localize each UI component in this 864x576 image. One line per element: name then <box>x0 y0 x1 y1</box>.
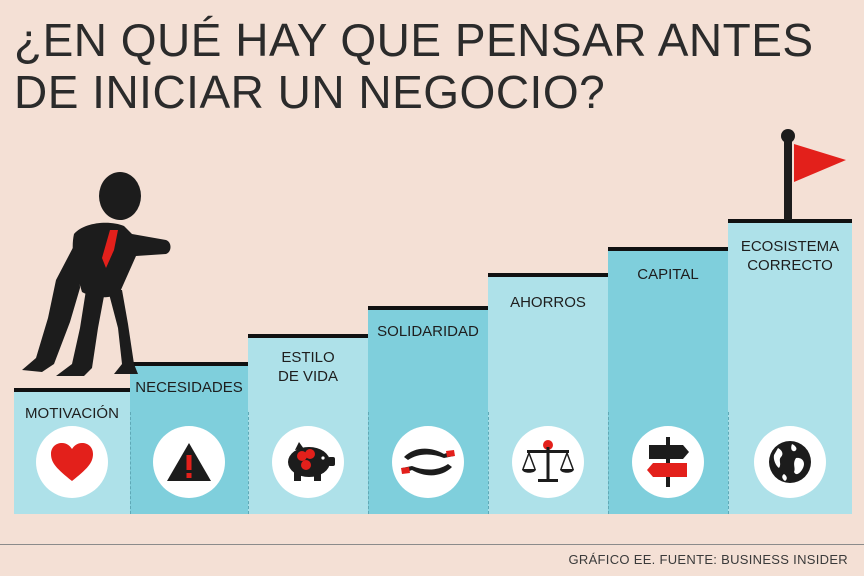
heart-icon <box>51 443 93 481</box>
scale-icon-circle <box>512 426 584 498</box>
step-label-ecosistema-correcto: ECOSISTEMA CORRECTO <box>740 238 840 274</box>
step-divider <box>368 412 369 514</box>
scale-icon <box>522 440 574 482</box>
step-label-motivacion: MOTIVACIÓN <box>25 405 119 422</box>
businessman-icon <box>22 172 171 376</box>
step-divider <box>248 412 249 514</box>
step-ecosistema-correcto: ECOSISTEMA CORRECTO <box>728 219 852 514</box>
piggy-bank-icon-circle <box>272 426 344 498</box>
step-label-ahorros: AHORROS <box>510 294 586 311</box>
step-label-necesidades: NECESIDADES <box>135 379 243 396</box>
signpost-icon <box>647 437 689 487</box>
step-label-estilo-de-vida: ESTILO DE VIDA <box>277 349 338 385</box>
step-divider <box>728 412 729 514</box>
globe-icon-circle <box>754 426 826 498</box>
step-divider <box>130 412 131 514</box>
globe-icon <box>769 441 811 483</box>
signpost-icon-circle <box>632 426 704 498</box>
warning-icon <box>167 443 211 481</box>
hands-icon-circle <box>392 426 464 498</box>
page-title: ¿EN QUÉ HAY QUE PENSAR ANTES DE INICIAR … <box>14 14 834 118</box>
goal-flag-icon <box>781 129 846 220</box>
step-label-solidaridad: SOLIDARIDAD <box>377 323 479 340</box>
step-label-capital: CAPITAL <box>637 266 699 283</box>
heart-icon-circle <box>36 426 108 498</box>
hands-icon <box>401 448 455 476</box>
footer-divider <box>0 544 864 545</box>
warning-icon-circle <box>153 426 225 498</box>
title-line-2: DE INICIAR UN NEGOCIO? <box>14 66 606 118</box>
piggy-bank-icon <box>288 442 335 481</box>
title-line-1: ¿EN QUÉ HAY QUE PENSAR ANTES <box>14 14 814 66</box>
step-divider <box>608 412 609 514</box>
step-divider <box>488 412 489 514</box>
source-credit: GRÁFICO EE. FUENTE: BUSINESS INSIDER <box>568 552 848 567</box>
